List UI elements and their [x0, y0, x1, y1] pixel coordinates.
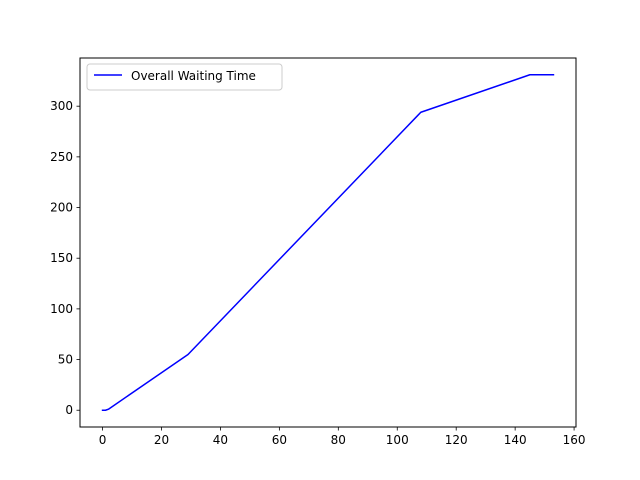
x-tick-label: 60 — [272, 433, 287, 447]
x-tick-label: 100 — [386, 433, 409, 447]
x-tick-label: 160 — [563, 433, 586, 447]
y-tick-label: 100 — [50, 302, 73, 316]
plot-frame — [79, 57, 577, 428]
legend: Overall Waiting Time — [86, 63, 283, 91]
y-tick-label: 150 — [50, 251, 73, 265]
y-tick-label: 300 — [50, 99, 73, 113]
x-tick-label: 20 — [154, 433, 169, 447]
legend-box — [86, 63, 283, 91]
legend-label: Overall Waiting Time — [131, 69, 256, 83]
x-tick-label: 0 — [99, 433, 107, 447]
x-tick-label: 80 — [331, 433, 346, 447]
y-axis: 0 50 100 150 200 250 300 — [50, 99, 80, 417]
y-tick-label: 250 — [50, 150, 73, 164]
series-layer — [101, 74, 555, 411]
x-tick-label: 120 — [445, 433, 468, 447]
x-axis: 0 20 40 60 80 100 120 140 160 — [99, 427, 586, 447]
x-tick-label: 40 — [213, 433, 228, 447]
x-tick-label: 140 — [504, 433, 527, 447]
y-tick-label: 50 — [58, 353, 73, 367]
series-line-0 — [101, 74, 555, 411]
y-tick-label: 0 — [65, 403, 73, 417]
plot-area — [80, 58, 576, 427]
y-tick-label: 200 — [50, 201, 73, 215]
